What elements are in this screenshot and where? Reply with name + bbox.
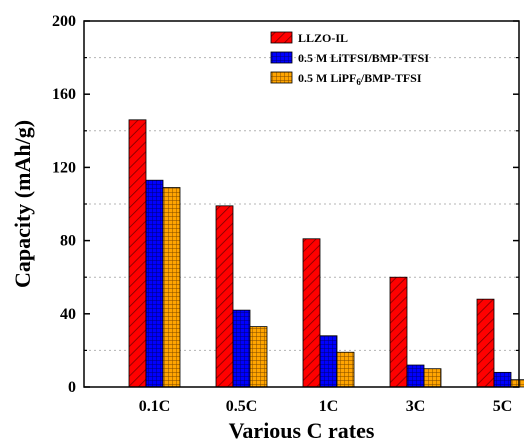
y-tick-label: 160 xyxy=(52,86,76,103)
bar-0-5-m-litfsi-bmp-tfsi-0_1C xyxy=(145,179,164,388)
legend-swatch-litfsi xyxy=(270,51,293,64)
legend-swatch-lipf6 xyxy=(270,71,293,84)
legend-swatch-llzo-il xyxy=(270,31,293,44)
legend: LLZO-IL 0.5 M LiTFSI/BMP-TFSI 0.5 M LiPF… xyxy=(270,31,429,87)
bar-0-5-m-lipf6-bmp-tfsi-5C xyxy=(510,379,524,388)
bar-0-5-m-litfsi-bmp-tfsi-1C xyxy=(319,335,338,388)
bar-0-5-m-lipf6-bmp-tfsi-0_5C xyxy=(249,326,268,388)
legend-label-litfsi: 0.5 M LiTFSI/BMP-TFSI xyxy=(298,51,429,65)
bar-0-5-m-litfsi-bmp-tfsi-3C xyxy=(406,364,425,388)
y-tick-label: 200 xyxy=(52,13,76,30)
bar-llzo-il-0_1C xyxy=(128,119,147,388)
y-axis-title: Capacity (mAh/g) xyxy=(10,120,35,288)
bar-0-5-m-litfsi-bmp-tfsi-5C xyxy=(493,371,512,388)
x-tick-label: 1C xyxy=(319,398,339,415)
legend-label-lipf6: 0.5 M LiPF6/BMP-TFSI xyxy=(298,71,422,87)
bar-0-5-m-lipf6-bmp-tfsi-1C xyxy=(336,351,355,388)
y-tick-label: 40 xyxy=(60,306,76,323)
legend-label-llzo-il: LLZO-IL xyxy=(298,31,348,45)
bar-llzo-il-3C xyxy=(389,276,408,388)
bar-0-5-m-lipf6-bmp-tfsi-3C xyxy=(423,368,442,388)
bar-llzo-il-0_5C xyxy=(215,205,234,388)
y-tick-label: 0 xyxy=(68,379,76,396)
bars xyxy=(128,119,524,388)
x-tick-label: 3C xyxy=(406,398,426,415)
x-tick-label: 0.1C xyxy=(139,398,171,415)
bar-0-5-m-litfsi-bmp-tfsi-0_5C xyxy=(232,309,251,388)
bar-0-5-m-lipf6-bmp-tfsi-0_1C xyxy=(162,187,181,388)
bar-llzo-il-5C xyxy=(476,298,495,388)
bar-llzo-il-1C xyxy=(302,238,321,388)
axis-ticks: 0 40 80 120 160 200 0.1C 0.5C 1C 3C 5C xyxy=(52,13,519,415)
y-tick-label: 80 xyxy=(60,233,76,250)
x-axis-title: Various C rates xyxy=(229,418,375,443)
x-tick-label: 5C xyxy=(493,398,513,415)
y-tick-label: 120 xyxy=(52,159,76,176)
x-tick-label: 0.5C xyxy=(226,398,258,415)
